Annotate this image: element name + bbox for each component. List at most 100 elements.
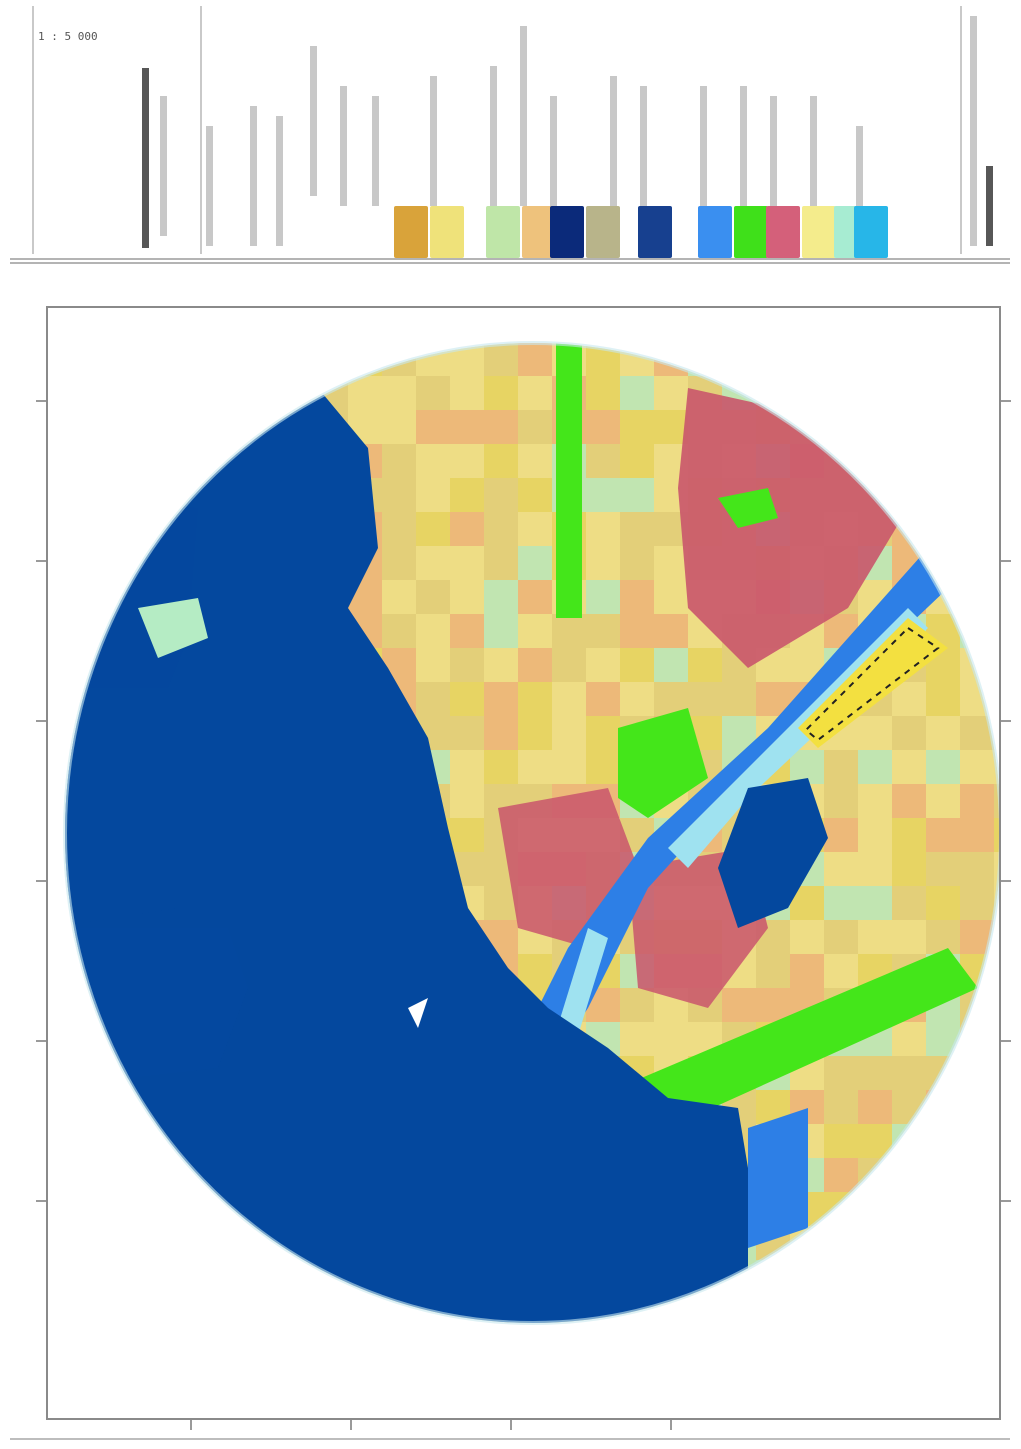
land-block	[48, 676, 82, 710]
legend-swatch-olive-grey	[586, 206, 620, 258]
land-block	[484, 546, 518, 580]
land-block	[926, 342, 960, 376]
land-block	[960, 682, 994, 716]
land-block	[926, 886, 960, 920]
land-block	[416, 1362, 450, 1396]
land-block	[620, 614, 654, 648]
land-block	[450, 1396, 484, 1418]
land-block	[620, 478, 654, 512]
land-block	[620, 1396, 654, 1418]
legend-text-block	[206, 126, 213, 246]
land-block	[518, 546, 552, 580]
land-block	[858, 784, 892, 818]
land-block	[858, 1056, 892, 1090]
land-block	[926, 444, 960, 478]
land-block	[994, 1158, 999, 1192]
frame-tick	[1001, 880, 1011, 882]
land-block	[960, 1158, 994, 1192]
land-block	[892, 444, 926, 478]
legend-swatch-pale-green	[486, 206, 520, 258]
legend-divider	[200, 6, 202, 254]
land-block	[586, 648, 620, 682]
land-block	[756, 342, 790, 376]
land-block	[722, 1362, 756, 1396]
land-block	[450, 818, 484, 852]
land-block	[790, 1294, 824, 1328]
land-block	[824, 852, 858, 886]
land-block	[756, 1362, 790, 1396]
land-block	[688, 1362, 722, 1396]
land-block	[960, 1362, 994, 1396]
land-block	[48, 642, 82, 676]
land-block	[654, 410, 688, 444]
legend-text-block	[740, 86, 747, 206]
land-block	[382, 1396, 416, 1418]
land-block	[518, 1362, 552, 1396]
land-block	[518, 954, 552, 988]
land-block	[382, 444, 416, 478]
land-block	[654, 376, 688, 410]
land-block	[960, 1022, 994, 1056]
land-block	[892, 1260, 926, 1294]
land-block	[654, 614, 688, 648]
land-block	[756, 308, 790, 342]
land-block	[688, 1328, 722, 1362]
land-block	[450, 682, 484, 716]
scale-rule-bottom	[10, 1438, 1010, 1440]
land-block	[994, 1260, 999, 1294]
land-block	[722, 988, 756, 1022]
legend-text-block	[430, 76, 437, 206]
land-block	[416, 512, 450, 546]
land-block	[484, 376, 518, 410]
land-block	[586, 1396, 620, 1418]
land-block	[518, 716, 552, 750]
land-block	[382, 512, 416, 546]
frame-tick	[36, 880, 46, 882]
land-block	[416, 410, 450, 444]
land-block	[858, 444, 892, 478]
land-block	[48, 982, 82, 1016]
land-block	[960, 818, 994, 852]
land-block	[416, 376, 450, 410]
land-block	[518, 580, 552, 614]
land-block	[620, 1022, 654, 1056]
land-block	[348, 308, 382, 342]
land-block	[688, 1396, 722, 1418]
land-block	[858, 1226, 892, 1260]
land-block	[416, 444, 450, 478]
land-block	[824, 1192, 858, 1226]
land-block	[654, 1396, 688, 1418]
land-block	[824, 920, 858, 954]
land-block	[416, 308, 450, 342]
land-block	[892, 716, 926, 750]
land-block	[688, 682, 722, 716]
land-block	[926, 1022, 960, 1056]
land-block	[960, 852, 994, 886]
land-block	[960, 1056, 994, 1090]
legend-swatch-cyan	[854, 206, 888, 258]
frame-tick	[1001, 400, 1011, 402]
land-block	[416, 682, 450, 716]
land-block	[790, 954, 824, 988]
land-block	[994, 1328, 999, 1362]
land-block	[518, 750, 552, 784]
legend-swatch-urban-ochre	[394, 206, 428, 258]
land-block	[858, 376, 892, 410]
land-block	[450, 444, 484, 478]
land-block	[824, 1124, 858, 1158]
land-block	[824, 818, 858, 852]
land-block	[620, 308, 654, 342]
bay-water-west-lower	[48, 688, 198, 928]
land-block	[586, 410, 620, 444]
land-block	[552, 716, 586, 750]
land-block	[756, 1396, 790, 1418]
land-block	[892, 1158, 926, 1192]
land-block	[926, 1124, 960, 1158]
land-block	[892, 750, 926, 784]
land-block	[756, 954, 790, 988]
legend-text-block	[970, 16, 977, 246]
land-block	[48, 608, 82, 642]
land-block	[484, 1328, 518, 1362]
land-block	[892, 376, 926, 410]
land-block	[926, 818, 960, 852]
